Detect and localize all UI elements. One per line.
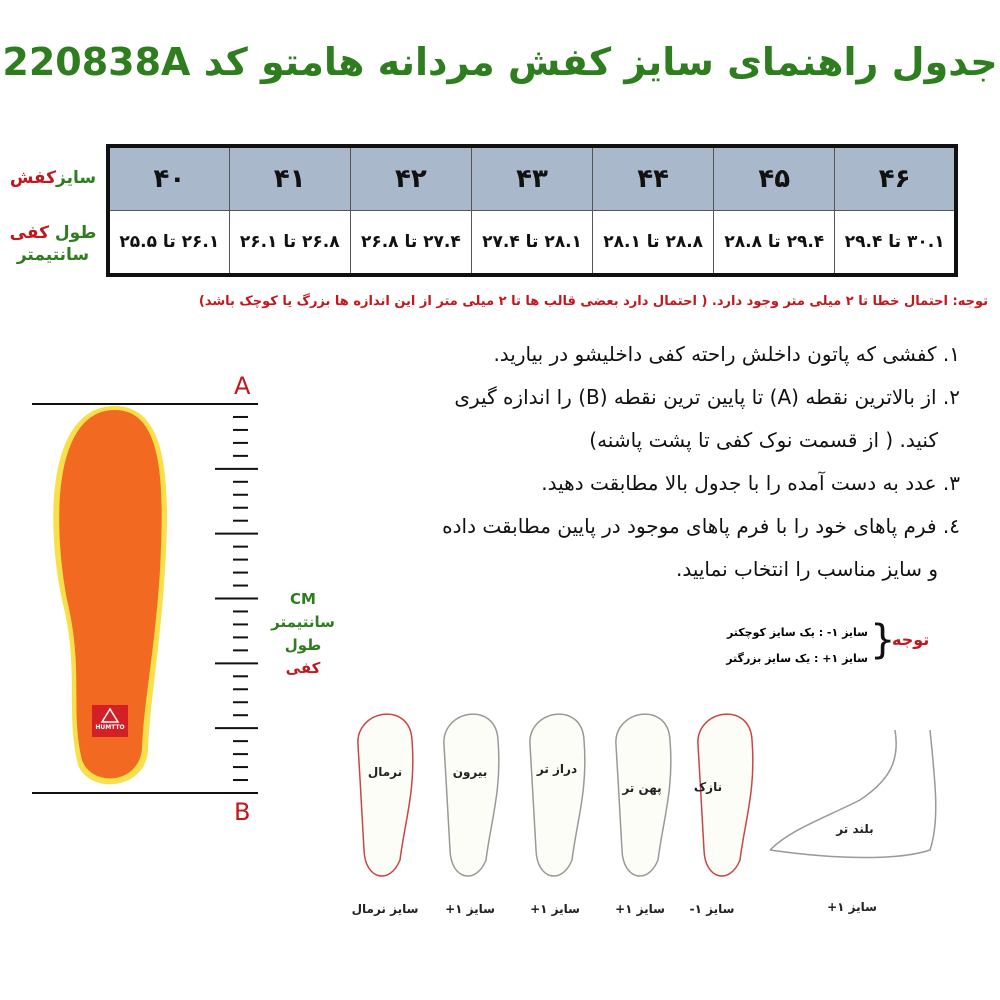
foot-types-illustration xyxy=(357,713,937,877)
brand-logo-mark-icon xyxy=(100,707,120,723)
page-title: جدول راهنمای سایز کفش مردانه هامتو کد 22… xyxy=(2,40,998,84)
foot-type-normal: نرمال xyxy=(367,765,403,779)
foot-type-out: بیرون xyxy=(452,765,488,779)
unit: CM xyxy=(290,590,316,608)
length-cell: ۲۷.۴ تا ۲۶.۸ xyxy=(349,209,472,276)
cm-label: CM سانتیمتر طول کفی xyxy=(268,588,338,680)
attention-line-2: سایز ۱+ : یک سایز بزرگتر xyxy=(726,652,868,665)
instruction-1: ۱. کفشی که پاتون داخلش راحته کفی داخلیشو… xyxy=(493,342,960,366)
size-cell: ۴۵ xyxy=(713,145,836,211)
foot-size-high: سایز ۱+ xyxy=(827,900,877,914)
point-b-label: B xyxy=(234,798,251,826)
foot-size-wide: سایز ۱+ xyxy=(615,902,665,916)
size-cell: ۴۰ xyxy=(107,145,230,211)
foot-outline xyxy=(529,713,586,877)
side-foot-outline xyxy=(769,729,937,859)
attention-title: توجه xyxy=(892,630,930,649)
size-cell: ۴۶ xyxy=(834,145,957,211)
foot-size-normal: سایز نرمال xyxy=(351,902,419,916)
length-cell: ۲۶.۸ تا ۲۶.۱ xyxy=(228,209,351,276)
length-cell: ۲۸.۱ تا ۲۷.۴ xyxy=(470,209,594,276)
foot-size-thin: سایز ۱- xyxy=(689,902,735,916)
label-part: کفی xyxy=(9,223,49,243)
foot-type-wide: پهن تر xyxy=(622,781,662,795)
instruction-3: ۳. عدد به دست آمده را با جدول بالا مطابق… xyxy=(541,471,960,495)
foot-type-thin: نازک xyxy=(693,780,723,794)
size-row: ۴۶ ۴۵ ۴۴ ۴۳ ۴۲ ۴۱ ۴۰ xyxy=(107,145,957,211)
point-a-label: A xyxy=(234,372,251,400)
attention-line-1: سایز ۱- : یک سایز کوچکتر xyxy=(726,626,868,639)
length-cell: ۳۰.۱ تا ۲۹.۴ xyxy=(834,209,957,276)
instruction-2-cont: کنید. ( از قسمت نوک کفی تا پشت پاشنه) xyxy=(589,428,938,452)
size-table: ۴۶ ۴۵ ۴۴ ۴۳ ۴۲ ۴۱ ۴۰ ۳۰.۱ تا ۲۹.۴ ۲۹.۴ ت… xyxy=(106,144,958,277)
row-label-length: طول کفی سانتیمتر xyxy=(8,222,98,266)
length-cell: ۲۶.۱ تا ۲۵.۵ xyxy=(107,209,230,276)
length-cell: ۲۹.۴ تا ۲۸.۸ xyxy=(713,209,836,276)
label-part: طول xyxy=(284,636,322,654)
instruction-4: ٤. فرم پاهای خود را با فرم پاهای موجود د… xyxy=(442,514,960,538)
size-cell: ۴۴ xyxy=(592,145,715,211)
foot-outline xyxy=(357,713,414,877)
row-label-size: سایزکفش xyxy=(8,168,98,188)
brace-icon: } xyxy=(870,617,896,663)
length-row: ۳۰.۱ تا ۲۹.۴ ۲۹.۴ تا ۲۸.۸ ۲۸.۸ تا ۲۸.۱ ۲… xyxy=(107,209,957,276)
label-part: کفش xyxy=(9,168,57,188)
label-part: کفی xyxy=(285,659,321,677)
foot-type-long: دراز تر xyxy=(536,762,578,776)
foot-type-high: بلند تر xyxy=(836,822,874,836)
foot-outline xyxy=(615,713,672,877)
instruction-4-cont: و سایز مناسب را انتخاب نمایید. xyxy=(675,557,938,581)
foot-size-long: سایز ۱+ xyxy=(530,902,580,916)
length-cell: ۲۸.۸ تا ۲۸.۱ xyxy=(592,209,715,276)
foot-outline xyxy=(443,713,500,877)
label-part: سانتیمتر xyxy=(16,245,90,265)
size-cell: ۴۳ xyxy=(470,145,594,211)
label-part: طول xyxy=(54,223,97,243)
brand-logo-text: HUMTTO xyxy=(95,724,125,731)
unit-fa: سانتیمتر xyxy=(271,613,335,631)
label-part: سایز xyxy=(56,168,97,188)
insole-shape xyxy=(59,410,162,779)
foot-size-out: سایز ۱+ xyxy=(445,902,495,916)
instruction-2: ۲. از بالاترین نقطه (A) تا پایین ترین نق… xyxy=(454,385,960,409)
size-cell: ۴۲ xyxy=(349,145,472,211)
accuracy-note: توجه: احتمال خطا تا ۲ میلی متر وجود دارد… xyxy=(198,294,988,309)
insole-illustration xyxy=(32,403,258,794)
size-cell: ۴۱ xyxy=(228,145,351,211)
foot-outline xyxy=(697,713,754,877)
